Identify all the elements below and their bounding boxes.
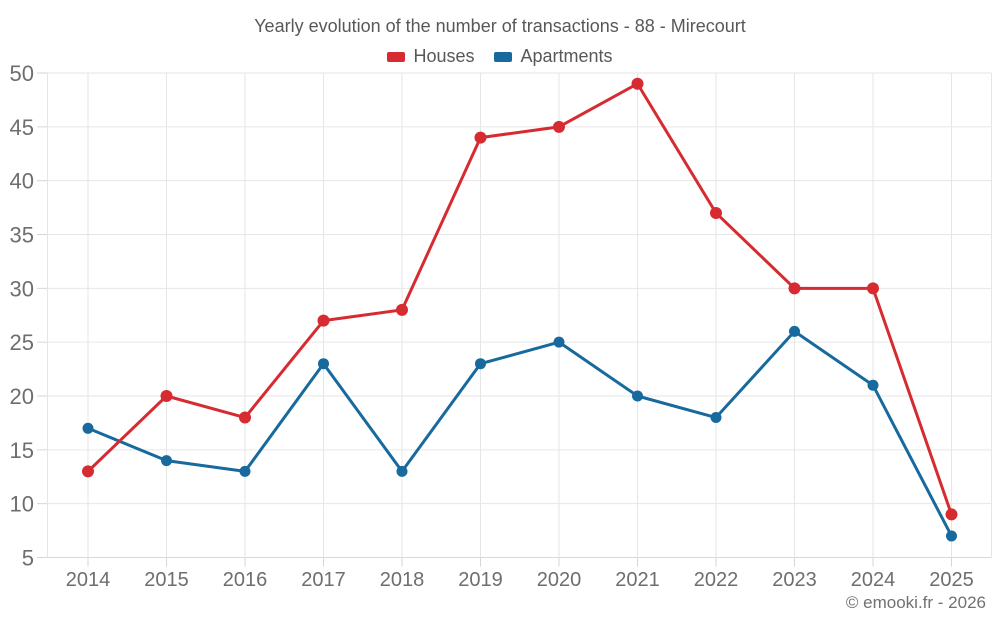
y-axis-label: 25 <box>10 330 34 355</box>
data-point-apartments <box>396 465 408 477</box>
data-point-houses <box>474 131 487 144</box>
copyright-footer: © emooki.fr - 2026 <box>845 593 986 612</box>
x-axis-label: 2020 <box>537 569 582 591</box>
series-line-houses <box>86 82 953 516</box>
y-axis-label: 10 <box>10 492 34 517</box>
data-point-houses <box>553 120 565 133</box>
data-point-houses <box>945 508 958 521</box>
y-axis-label: 45 <box>10 115 34 140</box>
y-axis-label: 50 <box>10 61 34 86</box>
legend-label-houses: Houses <box>413 46 475 66</box>
data-point-apartments <box>553 336 565 348</box>
houses-legend-swatch-icon <box>387 51 406 62</box>
data-point-apartments <box>239 465 251 477</box>
x-axis-label: 2023 <box>772 569 817 591</box>
x-axis-label: 2021 <box>615 569 660 591</box>
data-point-houses <box>867 282 879 295</box>
y-axis-label: 5 <box>22 546 34 571</box>
x-axis-label: 2025 <box>929 569 974 591</box>
x-axis-label: 2014 <box>66 569 111 591</box>
y-axis-label: 30 <box>10 276 34 301</box>
y-axis-label: 15 <box>10 438 34 463</box>
x-axis-label: 2019 <box>458 569 503 591</box>
data-point-houses <box>631 77 644 90</box>
data-point-houses <box>788 282 801 295</box>
legend: Houses Apartments <box>0 46 1000 67</box>
data-point-apartments <box>946 530 957 542</box>
data-point-houses <box>710 206 722 219</box>
x-axis-label: 2015 <box>144 569 189 591</box>
x-axis-label: 2018 <box>380 569 425 591</box>
data-point-houses <box>239 411 251 424</box>
apartments-legend-swatch-icon <box>494 51 513 62</box>
data-point-apartments <box>318 358 329 370</box>
data-point-apartments <box>82 422 94 434</box>
legend-item-houses[interactable]: Houses <box>387 46 474 67</box>
x-axis-label: 2022 <box>694 569 739 591</box>
data-point-apartments <box>789 325 800 337</box>
legend-item-apartments[interactable]: Apartments <box>494 46 613 67</box>
data-point-houses <box>317 314 330 327</box>
legend-label-apartments: Apartments <box>520 46 613 66</box>
series-line-apartments <box>86 329 953 538</box>
y-axis-label: 35 <box>10 223 34 248</box>
data-point-houses <box>396 303 408 316</box>
data-point-apartments <box>475 358 486 370</box>
x-axis-label: 2016 <box>223 569 268 591</box>
x-axis-label: 2017 <box>301 569 346 591</box>
data-point-apartments <box>867 379 879 391</box>
y-axis-label: 20 <box>10 384 34 409</box>
y-axis-label: 40 <box>10 169 34 194</box>
data-point-houses <box>82 465 94 478</box>
data-point-apartments <box>632 390 643 402</box>
data-point-houses <box>160 390 173 402</box>
chart-title: Yearly evolution of the number of transa… <box>254 16 746 36</box>
data-point-apartments <box>161 455 172 467</box>
x-axis-label: 2024 <box>851 569 896 591</box>
data-point-apartments <box>710 412 722 424</box>
